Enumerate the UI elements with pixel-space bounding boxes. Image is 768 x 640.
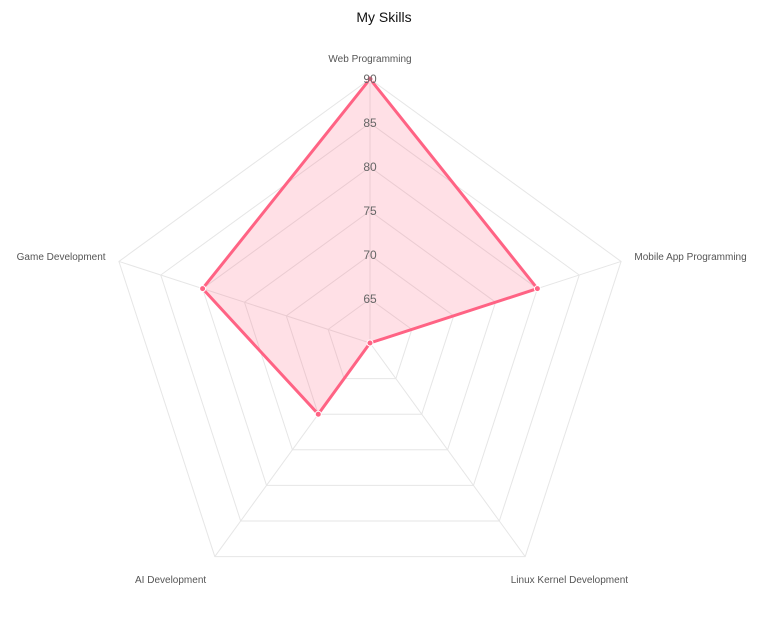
data-point — [199, 285, 207, 293]
point-label: Linux Kernel Development — [511, 575, 629, 586]
grid-ring — [327, 298, 413, 380]
point-label: Game Development — [17, 252, 106, 263]
grid-ring — [285, 254, 455, 415]
data-point — [366, 339, 374, 347]
point-label: Web Programming — [328, 54, 411, 65]
point-label: AI Development — [135, 575, 206, 586]
chart-title: My Skills — [356, 9, 411, 25]
data-point — [366, 75, 374, 83]
tick-label: 65 — [363, 292, 377, 306]
tick-label: 85 — [363, 116, 377, 130]
tick-label: 75 — [363, 204, 377, 218]
tick-label: 80 — [363, 160, 377, 174]
tick-label: 90 — [363, 72, 377, 86]
tick-label: 70 — [363, 248, 377, 262]
grid-ring — [160, 122, 580, 522]
data-point — [314, 410, 322, 418]
grid-ring — [202, 166, 538, 486]
series-area — [200, 76, 540, 417]
grid-ring — [243, 210, 497, 451]
grid-ring — [118, 78, 622, 558]
point-label: Mobile App Programming — [634, 252, 746, 263]
data-point — [533, 285, 541, 293]
